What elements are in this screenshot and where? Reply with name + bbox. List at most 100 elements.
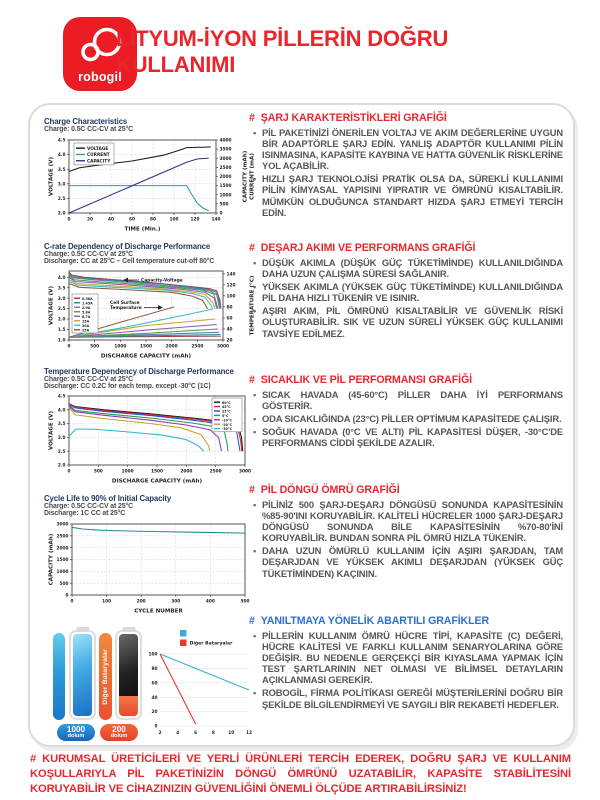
svg-text:100: 100: [170, 217, 179, 223]
svg-text:Cell Surface: Cell Surface: [110, 300, 140, 306]
svg-text:25°C: 25°C: [222, 410, 231, 414]
svg-text:60°C: 60°C: [222, 401, 231, 405]
svg-text:500: 500: [220, 201, 229, 207]
chart-subtitle: Charge: 0.5C CC-CV at 25°C: [44, 251, 133, 258]
svg-text:500: 500: [94, 469, 103, 475]
section-heading: # PİL DÖNGÜ ÖMRÜ GRAFİĞİ: [249, 484, 400, 496]
svg-text:25A: 25A: [82, 328, 90, 332]
bullet-item: SOĞUK HAVADA (0°C VE ALTI) PİL KAPASİTES…: [253, 426, 563, 448]
hash-icon: #: [249, 374, 255, 386]
svg-text:60: 60: [129, 217, 135, 223]
svg-text:Capacity-Voltage: Capacity-Voltage: [141, 278, 183, 284]
chart-subtitle: Charge: 0.5C CC-CV at 25°C: [44, 503, 133, 510]
svg-text:2000: 2000: [57, 545, 69, 551]
svg-text:80: 80: [150, 217, 156, 223]
svg-text:4.0: 4.0: [58, 275, 66, 281]
svg-text:120: 120: [191, 217, 200, 223]
chart-temperature-discharge: Temperature Dependency of Discharge Perf…: [44, 367, 258, 484]
svg-text:-30°C: -30°C: [222, 427, 233, 431]
svg-text:8: 8: [212, 730, 215, 736]
battery-comparison-graphic: Diğer Bataryalar 1000 dolum 200 dolum 10…: [44, 622, 258, 742]
good-battery-bar: [53, 633, 65, 720]
battery-mini-chart: 100 80 60 40 20 02 4 6 8 10 12 Diğer Bataryalar: [149, 630, 252, 736]
svg-text:80: 80: [152, 666, 158, 672]
svg-text:1.0: 1.0: [58, 338, 66, 344]
bullet-list: PİL PAKETİNİZİ ÖNERİLEN VOLTAJ VE AKIM D…: [249, 127, 563, 218]
svg-text:4: 4: [176, 730, 179, 736]
svg-text:40: 40: [152, 695, 158, 701]
svg-text:500: 500: [60, 581, 69, 587]
svg-text:2.5: 2.5: [58, 306, 66, 312]
svg-text:20: 20: [87, 217, 93, 223]
chart-canvas-charge: 0 20 40 60 80 100 120 140 2.0 2.5 3.0 3.5 4.0 4.5 0 500…: [49, 138, 255, 232]
svg-text:0°C: 0°C: [222, 414, 229, 418]
svg-text:400: 400: [206, 599, 215, 605]
svg-text:3.5: 3.5: [58, 167, 66, 173]
page-title-line2: KULLANIMI: [116, 51, 236, 77]
svg-text:4000: 4000: [220, 138, 232, 144]
svg-text:40: 40: [227, 327, 233, 333]
svg-text:100: 100: [149, 652, 158, 658]
bullet-item: ODA SICAKLIĞINDA (23°C) PİLLER OPTİMUM K…: [253, 413, 563, 424]
page-title: LİTYUM-İYON PİLLERİN DOĞRU KULLANIMI: [116, 26, 448, 78]
svg-text:3000: 3000: [57, 522, 69, 528]
svg-text:0: 0: [155, 724, 158, 730]
svg-text:4.5: 4.5: [58, 394, 66, 400]
svg-text:140: 140: [212, 217, 221, 223]
chart-title: Temperature Dependency of Discharge Perf…: [44, 367, 234, 376]
svg-text:1500: 1500: [220, 183, 232, 189]
svg-text:4.0: 4.0: [58, 152, 66, 158]
hash-icon: #: [249, 112, 255, 124]
bullet-item: YÜKSEK AKIMLA (YÜKSEK GÜÇ TÜKETİMİNDE) K…: [253, 281, 563, 303]
svg-text:VOLTAGE (V): VOLTAGE (V): [49, 410, 55, 450]
chart-c-rate-discharge: C-rate Dependency of Discharge Performan…: [44, 242, 258, 359]
chart-subtitle: Discharge: CC at 25°C – Cell temperature…: [44, 258, 215, 265]
svg-text:3.5: 3.5: [58, 285, 66, 291]
bad-battery-empty-fill: [119, 634, 138, 697]
svg-text:2000: 2000: [166, 344, 178, 350]
svg-text:1500: 1500: [140, 344, 152, 350]
svg-text:Temperature: Temperature: [110, 305, 142, 311]
svg-text:1000: 1000: [57, 569, 69, 575]
bullet-list: SICAK HAVADA (45-60°C) PİLLER DAHA İYİ P…: [249, 389, 563, 448]
section-heading: # SICAKLIK VE PİL PERFORMANSI GRAFİĞİ: [249, 374, 472, 386]
svg-text:100: 100: [102, 599, 111, 605]
bullet-list: DÜŞÜK AKIMLA (DÜŞÜK GÜÇ TÜKETİMİNDE) KUL…: [249, 257, 563, 339]
svg-text:-10°C: -10°C: [222, 418, 233, 422]
svg-text:1.45A: 1.45A: [82, 301, 93, 305]
svg-text:0: 0: [68, 469, 71, 475]
svg-text:200: 200: [137, 599, 146, 605]
svg-text:2.0: 2.0: [58, 463, 66, 469]
svg-text:1000: 1000: [114, 344, 126, 350]
bullet-item: ROBOGİL, FİRMA POLİTİKASI GEREĞİ MÜŞTERİ…: [253, 687, 563, 709]
bullet-list: PİLLERİN KULLANIM ÖMRÜ HÜCRE TİPİ, KAPAS…: [249, 630, 563, 710]
svg-text:CAPACITY: CAPACITY: [87, 158, 111, 164]
svg-text:3000: 3000: [239, 469, 251, 475]
svg-text:CYCLE NUMBER: CYCLE NUMBER: [134, 609, 183, 615]
chart-subtitle: Charge: 0.5C CC-CV at 25°C: [44, 126, 133, 133]
svg-text:0: 0: [68, 217, 71, 223]
footer-note: # KURUMSAL ÜRETİCİLERİ VE YERLİ ÜRÜNLERİ …: [30, 753, 571, 795]
bullet-list: PİLİNİZ 500 ŞARJ-DEŞARJ DÖNGÜSÜ SONUNDA …: [249, 499, 563, 579]
svg-text:1000: 1000: [122, 469, 134, 475]
svg-text:0.58A: 0.58A: [82, 297, 93, 301]
svg-text:3000: 3000: [217, 344, 229, 350]
bullet-item: PİLLERİN KULLANIM ÖMRÜ HÜCRE TİPİ, KAPAS…: [253, 630, 563, 685]
svg-text:20: 20: [227, 338, 233, 344]
page-title-line1: LİTYUM-İYON PİLLERİN DOĞRU: [116, 26, 449, 51]
svg-text:Diğer Bataryalar: Diğer Bataryalar: [190, 641, 234, 647]
hash-icon: #: [30, 753, 37, 765]
svg-text:1.5: 1.5: [58, 327, 66, 333]
section-heading: # YANILTMAYA YÖNELİK ABARTILI GRAFİKLER: [249, 615, 489, 627]
chart-charge-characteristics: Charge Characteristics Charge: 0.5C CC-C…: [44, 117, 258, 232]
bad-battery-low-fill: [119, 696, 138, 716]
good-battery-unit: dolum: [67, 732, 85, 739]
chart-canvas-c-rate: 0 500 1000 1500 2000 2500 3000 1.0 1.5 2.0 2.5 3.0 3…: [49, 270, 254, 359]
svg-text:500: 500: [90, 344, 99, 350]
svg-text:2.0: 2.0: [58, 211, 66, 217]
svg-text:2000: 2000: [220, 174, 232, 180]
bullet-item: HIZLI ŞARJ TEKNOLOJİSİ PRATİK OLSA DA, S…: [253, 173, 563, 217]
hash-icon: #: [249, 615, 255, 627]
svg-text:45°C: 45°C: [222, 405, 231, 409]
svg-text:60: 60: [152, 680, 158, 686]
